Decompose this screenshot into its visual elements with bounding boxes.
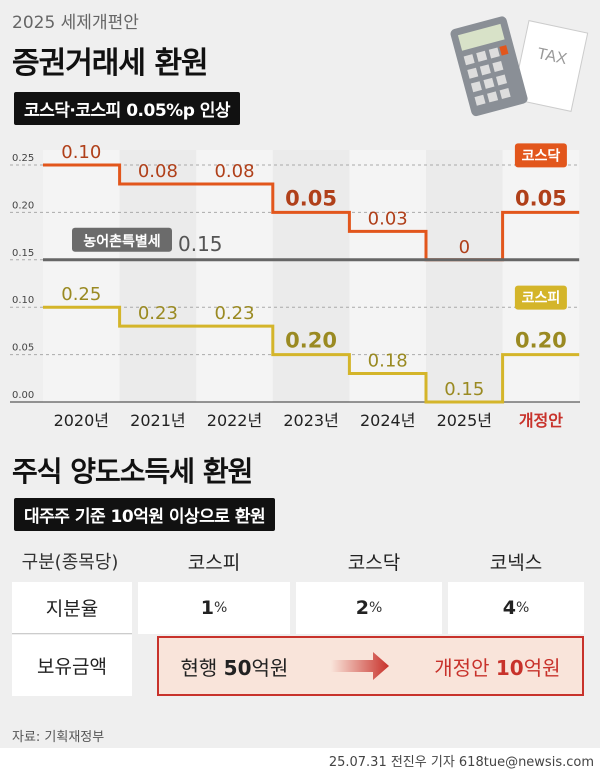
- value: 2: [355, 597, 369, 619]
- data-label: 0.05: [515, 186, 567, 210]
- table-header-category: 구분(종목당): [21, 552, 119, 573]
- data-label: 0.15: [178, 232, 223, 256]
- x-tick-label: 2024년: [360, 411, 415, 430]
- prefix: 개정안: [434, 655, 496, 680]
- holding-amount-change: 현행 50억원 개정안 10억원: [157, 636, 584, 696]
- x-tick-label: 2021년: [130, 411, 185, 430]
- source-note: 자료: 기획재정부: [12, 730, 105, 745]
- calculator-tax-icon: TAX: [450, 16, 589, 117]
- x-tick-label: 2020년: [54, 411, 109, 430]
- data-label: 0.08: [214, 161, 254, 182]
- x-tick-label: 개정안: [519, 411, 563, 430]
- data-label: 0.15: [444, 379, 484, 400]
- series-line-2: [43, 305, 580, 404]
- table-header-kosdaq: 코스닥: [347, 552, 401, 574]
- series-name: 코스닥: [522, 147, 561, 164]
- cell-kosdaq-share: 2%: [296, 582, 442, 634]
- section-title: 주식 양도소득세 환원: [12, 455, 253, 488]
- unit: 억원: [251, 655, 289, 680]
- x-tick-label: 2022년: [207, 411, 262, 430]
- row-label-share: 지분율: [12, 582, 132, 634]
- supertitle: 2025 세제개편안: [12, 13, 139, 33]
- subtitle-badge: 코스닥·코스피 0.05%p 인상: [14, 92, 241, 125]
- y-tick-label: 0.05: [12, 343, 34, 354]
- y-tick-label: 0.10: [12, 295, 34, 306]
- tax-text: TAX: [536, 45, 569, 68]
- y-tick-label: 0.00: [12, 390, 34, 401]
- unit: %: [515, 600, 530, 616]
- y-tick-label: 0.25: [12, 153, 34, 164]
- series-name: 코스피: [522, 291, 561, 307]
- data-label: 0: [459, 237, 470, 258]
- num: 50: [223, 655, 252, 680]
- cell-konex-share: 4%: [448, 582, 584, 634]
- series-badge: [514, 285, 567, 310]
- table-header-kospi: 코스피: [187, 552, 241, 574]
- securities-tax-chart: 2020년 2021년 2022년 2023년 2024년 2025년 개정안 0.25 0.2…: [10, 142, 580, 430]
- unit: %: [213, 600, 228, 616]
- column-band: [272, 150, 350, 402]
- data-label: 0.10: [61, 142, 101, 163]
- data-label: 0.25: [61, 284, 101, 305]
- series-badge: [72, 227, 172, 252]
- row-label-holding: 보유금액: [12, 635, 132, 696]
- credit-line: 25.07.31 전진우 기자 618tue@newsis.com: [0, 748, 600, 770]
- x-tick-label: 2025년: [437, 411, 492, 430]
- series-badge: [514, 143, 567, 168]
- data-label: 0.23: [214, 303, 254, 324]
- series-name: 농어촌특별세: [83, 233, 160, 250]
- y-tick-label: 0.20: [12, 200, 34, 211]
- page-title: 증권거래세 환원: [12, 46, 209, 81]
- column-band: [196, 150, 273, 402]
- data-label: 0.08: [138, 161, 178, 182]
- column-band: [502, 150, 580, 402]
- arrow-right-icon: [331, 652, 390, 680]
- y-tick-label: 0.15: [12, 248, 34, 259]
- data-label: 0.23: [138, 303, 178, 324]
- data-label: 0.18: [368, 351, 408, 372]
- column-band: [349, 150, 426, 402]
- column-band: [43, 150, 120, 402]
- column-band: [119, 150, 197, 402]
- value: 4: [502, 597, 516, 619]
- cell-kospi-share: 1%: [138, 582, 290, 634]
- data-label: 0.03: [368, 208, 408, 229]
- table-header-konex: 코넥스: [489, 552, 543, 574]
- column-band: [426, 150, 503, 402]
- value: 1: [200, 597, 214, 619]
- new-amount: 개정안 10억원: [434, 652, 560, 681]
- x-tick-label: 2023년: [283, 411, 338, 430]
- unit: 억원: [523, 655, 561, 680]
- section-badge: 대주주 기준 10억원 이상으로 환원: [14, 498, 276, 531]
- data-label: 0.05: [285, 186, 337, 210]
- num: 10: [495, 655, 524, 680]
- data-label: 0.20: [515, 329, 567, 353]
- prefix: 현행: [180, 655, 224, 680]
- unit: %: [368, 600, 383, 616]
- data-label: 0.20: [285, 329, 337, 353]
- current-amount: 현행 50억원: [180, 652, 288, 681]
